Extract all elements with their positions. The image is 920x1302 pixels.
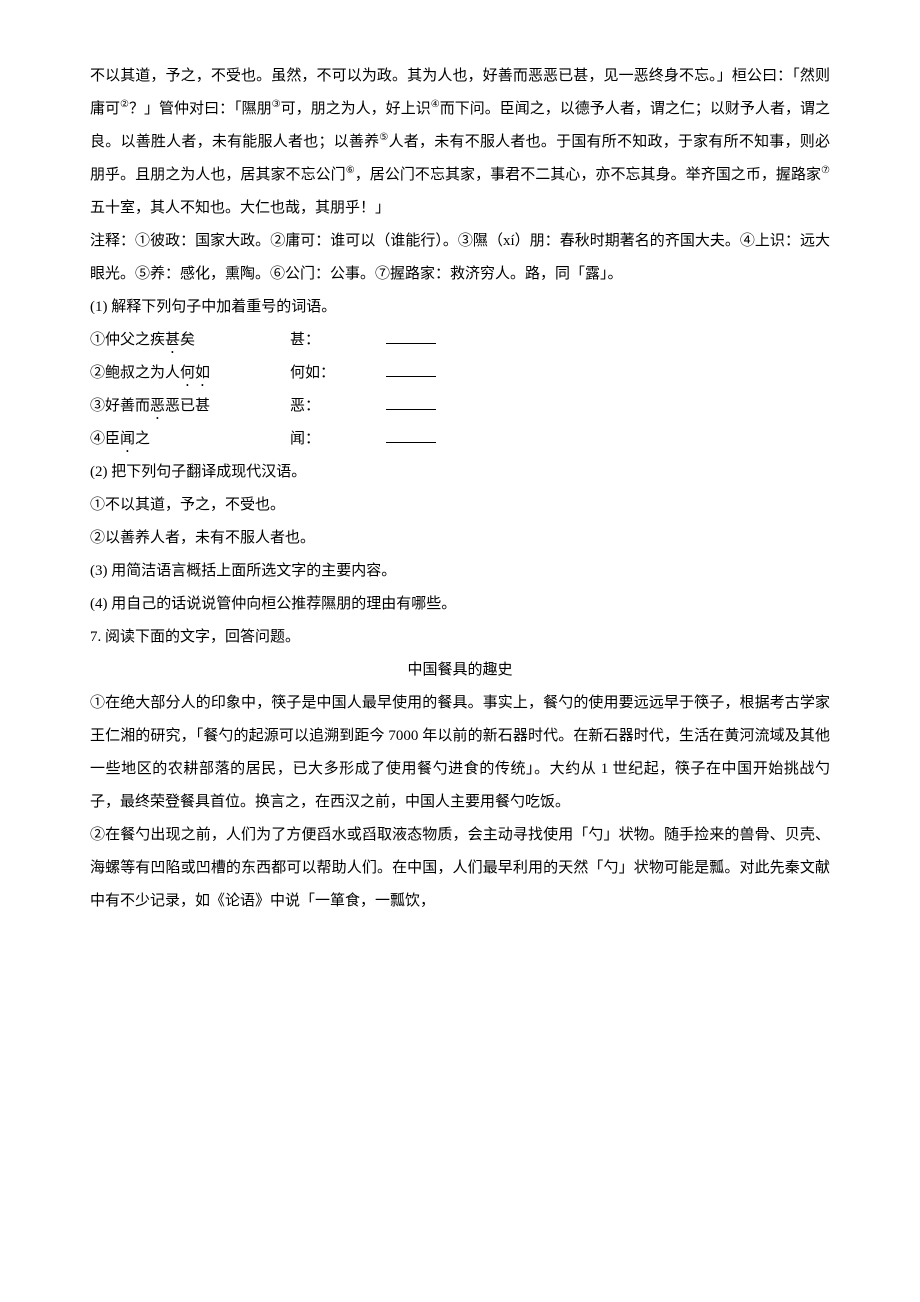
term-emphasis: 恶 <box>150 398 165 414</box>
term-post: 之 <box>135 431 150 447</box>
term-pre: ①仲父之疾 <box>90 332 165 348</box>
superscript-note: ⑦ <box>821 165 830 176</box>
vocab-label-3: 恶： <box>290 390 380 423</box>
vocab-term-4: ④臣闻之 <box>90 423 290 456</box>
question-7: 7. 阅读下面的文字，回答问题。 <box>90 621 830 654</box>
question-3: (3) 用简洁语言概括上面所选文字的主要内容。 <box>90 555 830 588</box>
blank-line <box>380 324 436 357</box>
vocab-term-3: ③好善而恶恶已甚 <box>90 390 290 423</box>
vocab-row-3: ③好善而恶恶已甚 恶： <box>90 390 830 423</box>
superscript-note: ④ <box>431 99 440 110</box>
question-2-2: ②以善养人者，未有不服人者也。 <box>90 522 830 555</box>
superscript-note: ⑤ <box>379 132 388 143</box>
term-pre: ②鲍叔之为人 <box>90 365 180 381</box>
question-4: (4) 用自己的话说说管仲向桓公推荐隰朋的理由有哪些。 <box>90 588 830 621</box>
question-2-1: ①不以其道，予之，不受也。 <box>90 489 830 522</box>
superscript-note: ⑥ <box>346 165 355 176</box>
question-1: (1) 解释下列句子中加着重号的词语。 <box>90 291 830 324</box>
article-paragraph-2: ②在餐勺出现之前，人们为了方便舀水或舀取液态物质，会主动寻找使用「勺」状物。随手… <box>90 819 830 918</box>
annotation-notes: 注释：①彼政：国家大政。②庸可：谁可以（谁能行）。③隰（xí）朋：春秋时期著名的… <box>90 225 830 291</box>
question-2: (2) 把下列句子翻译成现代汉语。 <box>90 456 830 489</box>
blank-line <box>380 423 436 456</box>
vocab-label-2: 何如： <box>290 357 380 390</box>
vocab-term-1: ①仲父之疾甚矣 <box>90 324 290 357</box>
superscript-note: ③ <box>272 99 281 110</box>
vocab-term-2: ②鲍叔之为人何如 <box>90 357 290 390</box>
article-title: 中国餐具的趣史 <box>90 654 830 687</box>
term-emphasis: 甚 <box>165 332 180 348</box>
blank-line <box>380 390 436 423</box>
vocab-row-1: ①仲父之疾甚矣 甚： <box>90 324 830 357</box>
text-segment: 五十室，其人不知也。大仁也哉，其朋乎！」 <box>90 200 390 216</box>
text-segment: ，居公门不忘其家，事君不二其心，亦不忘其身。举齐国之币，握路家 <box>355 167 821 183</box>
vocab-row-2: ②鲍叔之为人何如 何如： <box>90 357 830 390</box>
term-post: 矣 <box>180 332 195 348</box>
term-emphasis: 闻 <box>120 431 135 447</box>
article-paragraph-1: ①在绝大部分人的印象中，筷子是中国人最早使用的餐具。事实上，餐勺的使用要远远早于… <box>90 687 830 819</box>
vocab-label-4: 闻： <box>290 423 380 456</box>
term-pre: ③好善而 <box>90 398 150 414</box>
superscript-note: ② <box>120 99 129 110</box>
term-pre: ④臣 <box>90 431 120 447</box>
text-segment: ？」管仲对曰：「隰朋 <box>129 101 272 117</box>
blank-line <box>380 357 436 390</box>
term-post: 恶已甚 <box>165 398 210 414</box>
term-emphasis: 何如 <box>180 365 210 381</box>
passage-paragraph-1: 不以其道，予之，不受也。虽然，不可以为政。其为人也，好善而恶恶已甚，见一恶终身不… <box>90 60 830 225</box>
vocab-row-4: ④臣闻之 闻： <box>90 423 830 456</box>
vocab-label-1: 甚： <box>290 324 380 357</box>
text-segment: 可，朋之为人，好上识 <box>281 101 431 117</box>
